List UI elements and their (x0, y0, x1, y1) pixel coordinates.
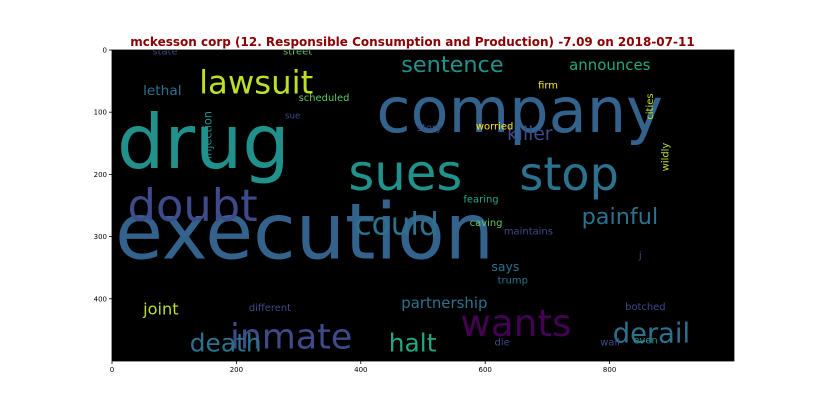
word-halt: halt (389, 329, 437, 358)
word-worried: worried (476, 122, 513, 133)
word-maintains: maintains (504, 227, 553, 238)
word-wall: wall (600, 337, 620, 348)
word-injection: injection (202, 111, 215, 159)
word-even: even (633, 336, 657, 347)
word-firm: firm (538, 81, 558, 92)
word-street: street (283, 46, 312, 57)
word-cities: cities (645, 93, 656, 119)
word-wants: wants (460, 301, 571, 345)
axis-layer: 0 200 400 600 800 0 100 200 300 400 (94, 47, 735, 374)
word-state: state (152, 46, 177, 57)
y-tick-label: 0 (103, 47, 107, 55)
word-announces: announces (569, 56, 650, 74)
word-wildly: wildly (661, 143, 672, 172)
y-tick-label: 300 (94, 233, 107, 241)
word-sues: sues (348, 144, 462, 202)
word-scheduled: scheduled (299, 93, 350, 104)
word-drug: drug (117, 99, 290, 186)
word-sue: sue (285, 111, 300, 121)
word-painful: painful (582, 204, 659, 230)
word-joint: joint (142, 299, 178, 318)
x-tick-label: 800 (603, 366, 616, 374)
word-different: different (249, 303, 291, 314)
word-trump: trump (498, 275, 528, 286)
word-die: die (495, 337, 510, 348)
word-botched: botched (625, 302, 665, 313)
y-tick-label: 100 (94, 109, 107, 117)
x-tick-label: 200 (230, 366, 243, 374)
word-derail: derail (613, 318, 690, 349)
x-tick-label: 0 (110, 366, 114, 374)
x-tick-label: 400 (354, 366, 367, 374)
word-doubt: doubt (128, 179, 258, 232)
chart-title: mckesson corp (12. Responsible Consumpti… (130, 35, 695, 49)
word-could: could (355, 207, 439, 243)
plot-frame (111, 49, 735, 362)
word-stop: stop (519, 147, 618, 201)
word-partnership: partnership (401, 294, 487, 312)
word-company: company (376, 74, 663, 147)
word-lawsuit: lawsuit (199, 64, 313, 102)
word-inmate: inmate (230, 318, 352, 358)
plot-area (112, 50, 734, 361)
word-story: story (417, 123, 442, 134)
word-sentence: sentence (401, 52, 503, 78)
word-execution: execution (115, 187, 494, 277)
word-fearing: fearing (463, 194, 498, 205)
word-caving: caving (470, 218, 503, 229)
word-death: death (190, 329, 262, 358)
y-tick-label: 200 (94, 171, 107, 179)
word-says: says (491, 259, 519, 274)
y-tick-label: 400 (94, 295, 107, 303)
word-lethal: lethal (143, 83, 181, 99)
word-killer: killer (507, 124, 553, 145)
word-j: j (638, 250, 642, 261)
x-tick-label: 600 (479, 366, 492, 374)
